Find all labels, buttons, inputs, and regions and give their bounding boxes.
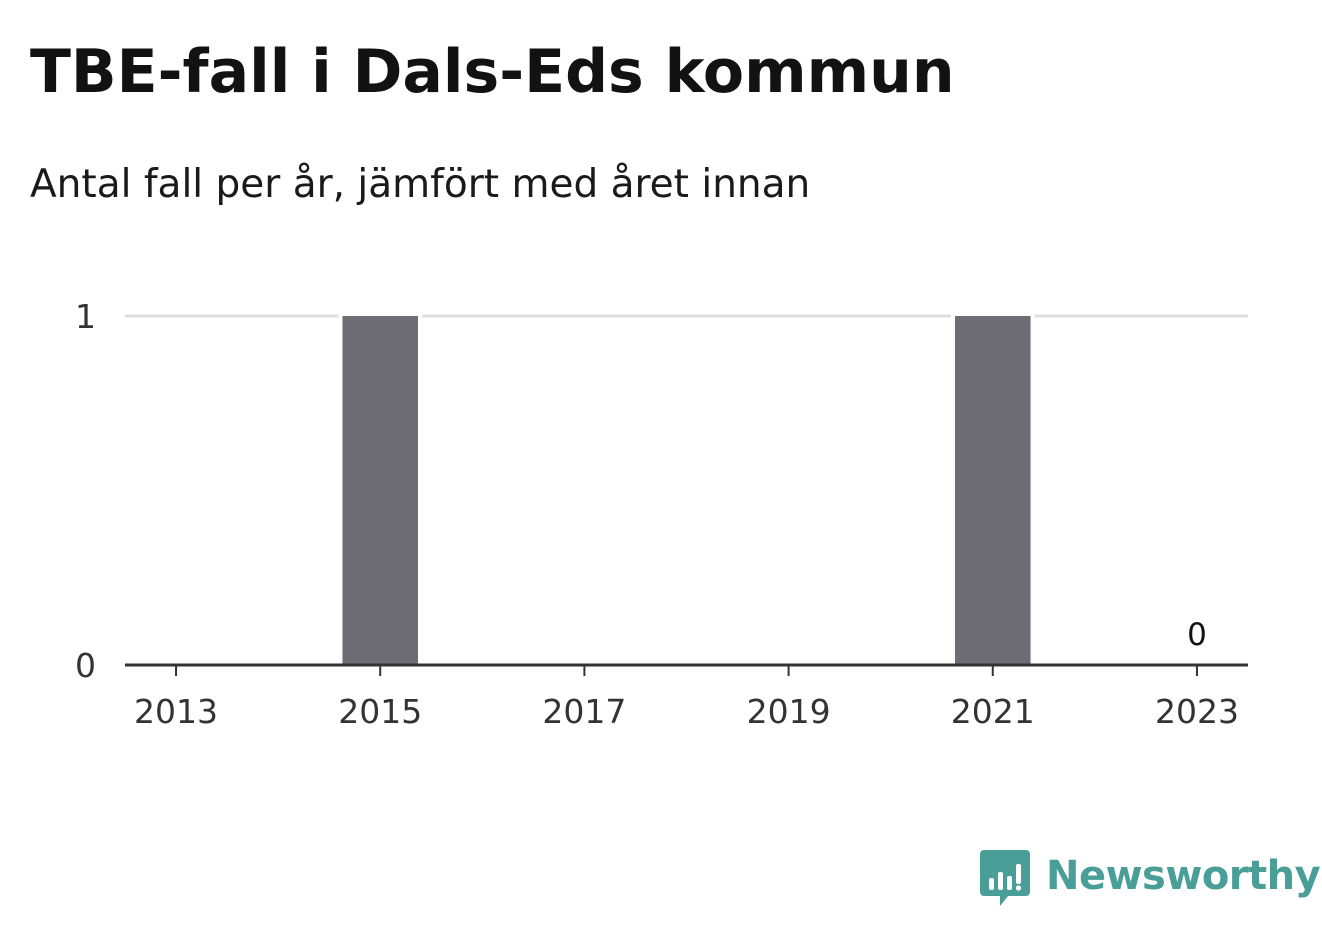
x-tick-label: 2019 xyxy=(747,692,831,731)
y-tick-label: 1 xyxy=(75,297,96,336)
brand-name: Newsworthy xyxy=(1046,853,1321,899)
x-tick-label: 2017 xyxy=(542,692,626,731)
y-tick-label: 0 xyxy=(75,646,96,685)
x-tick-label: 2021 xyxy=(951,692,1035,731)
chart-title: TBE-fall i Dals-Eds kommun xyxy=(30,37,955,107)
x-tick-label: 2013 xyxy=(134,692,218,731)
bar-chart-speech-bubble-icon xyxy=(980,850,1030,906)
x-tick-label: 2015 xyxy=(338,692,422,731)
bar xyxy=(954,316,1031,665)
bar xyxy=(342,316,419,665)
x-tick-label: 2023 xyxy=(1155,692,1239,731)
chart-subtitle: Antal fall per år, jämfört med året inna… xyxy=(30,162,811,207)
data-label: 0 xyxy=(1187,617,1207,653)
bar-chart: 0 1 2013 2015 2017 2019 2021 2023 0 xyxy=(75,297,1248,731)
newsworthy-logo: Newsworthy xyxy=(980,848,1321,910)
